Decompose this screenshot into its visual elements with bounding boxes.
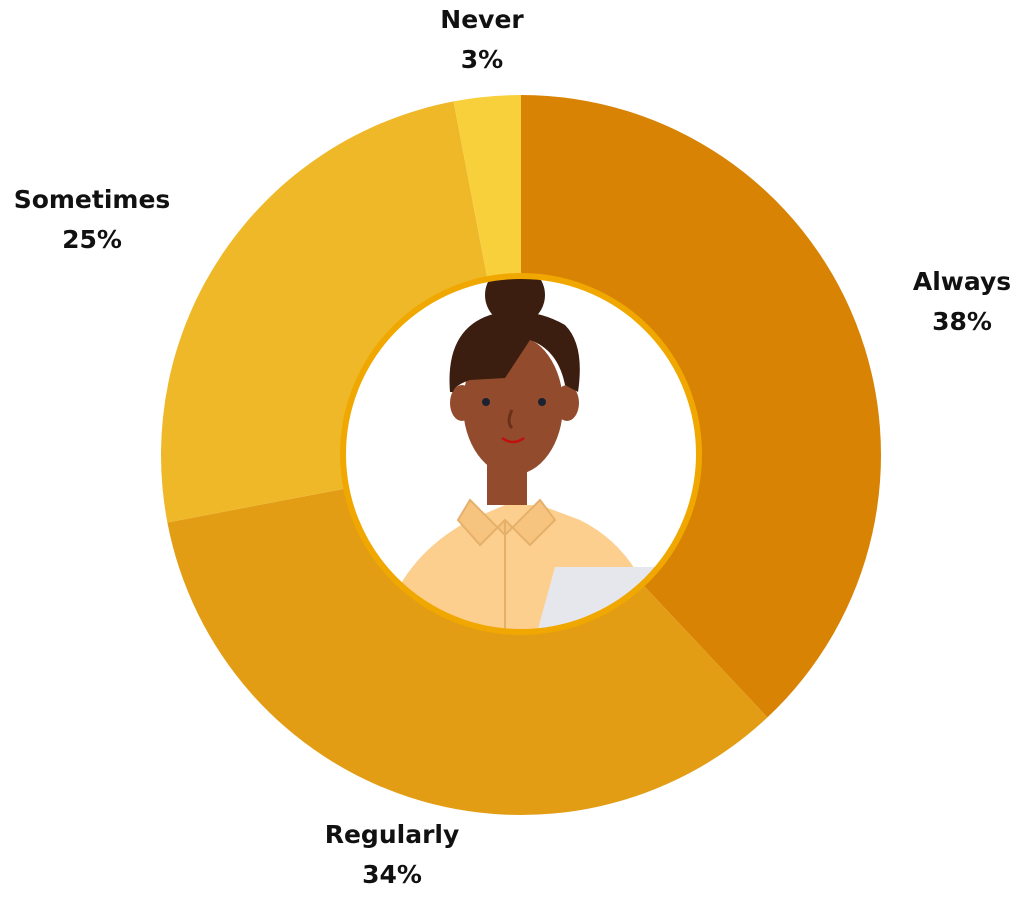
value-label: 34%	[362, 860, 422, 889]
value-label: 38%	[932, 307, 992, 336]
category-label: Regularly	[324, 820, 460, 849]
category-label: Always	[912, 267, 1012, 296]
category-label: Sometimes	[13, 185, 171, 214]
value-label: 25%	[62, 225, 122, 254]
label-sometimes: Sometimes 25%	[14, 180, 171, 260]
slice-always	[521, 95, 881, 718]
slice-regularly	[167, 486, 768, 816]
category-label: Never	[440, 5, 524, 34]
slice-sometimes	[160, 101, 490, 523]
label-always: Always 38%	[913, 262, 1011, 342]
slice-never	[453, 95, 521, 289]
center-ring	[340, 273, 702, 635]
label-regularly: Regularly 34%	[325, 815, 460, 895]
label-never: Never 3%	[440, 0, 523, 80]
value-label: 3%	[460, 45, 504, 74]
